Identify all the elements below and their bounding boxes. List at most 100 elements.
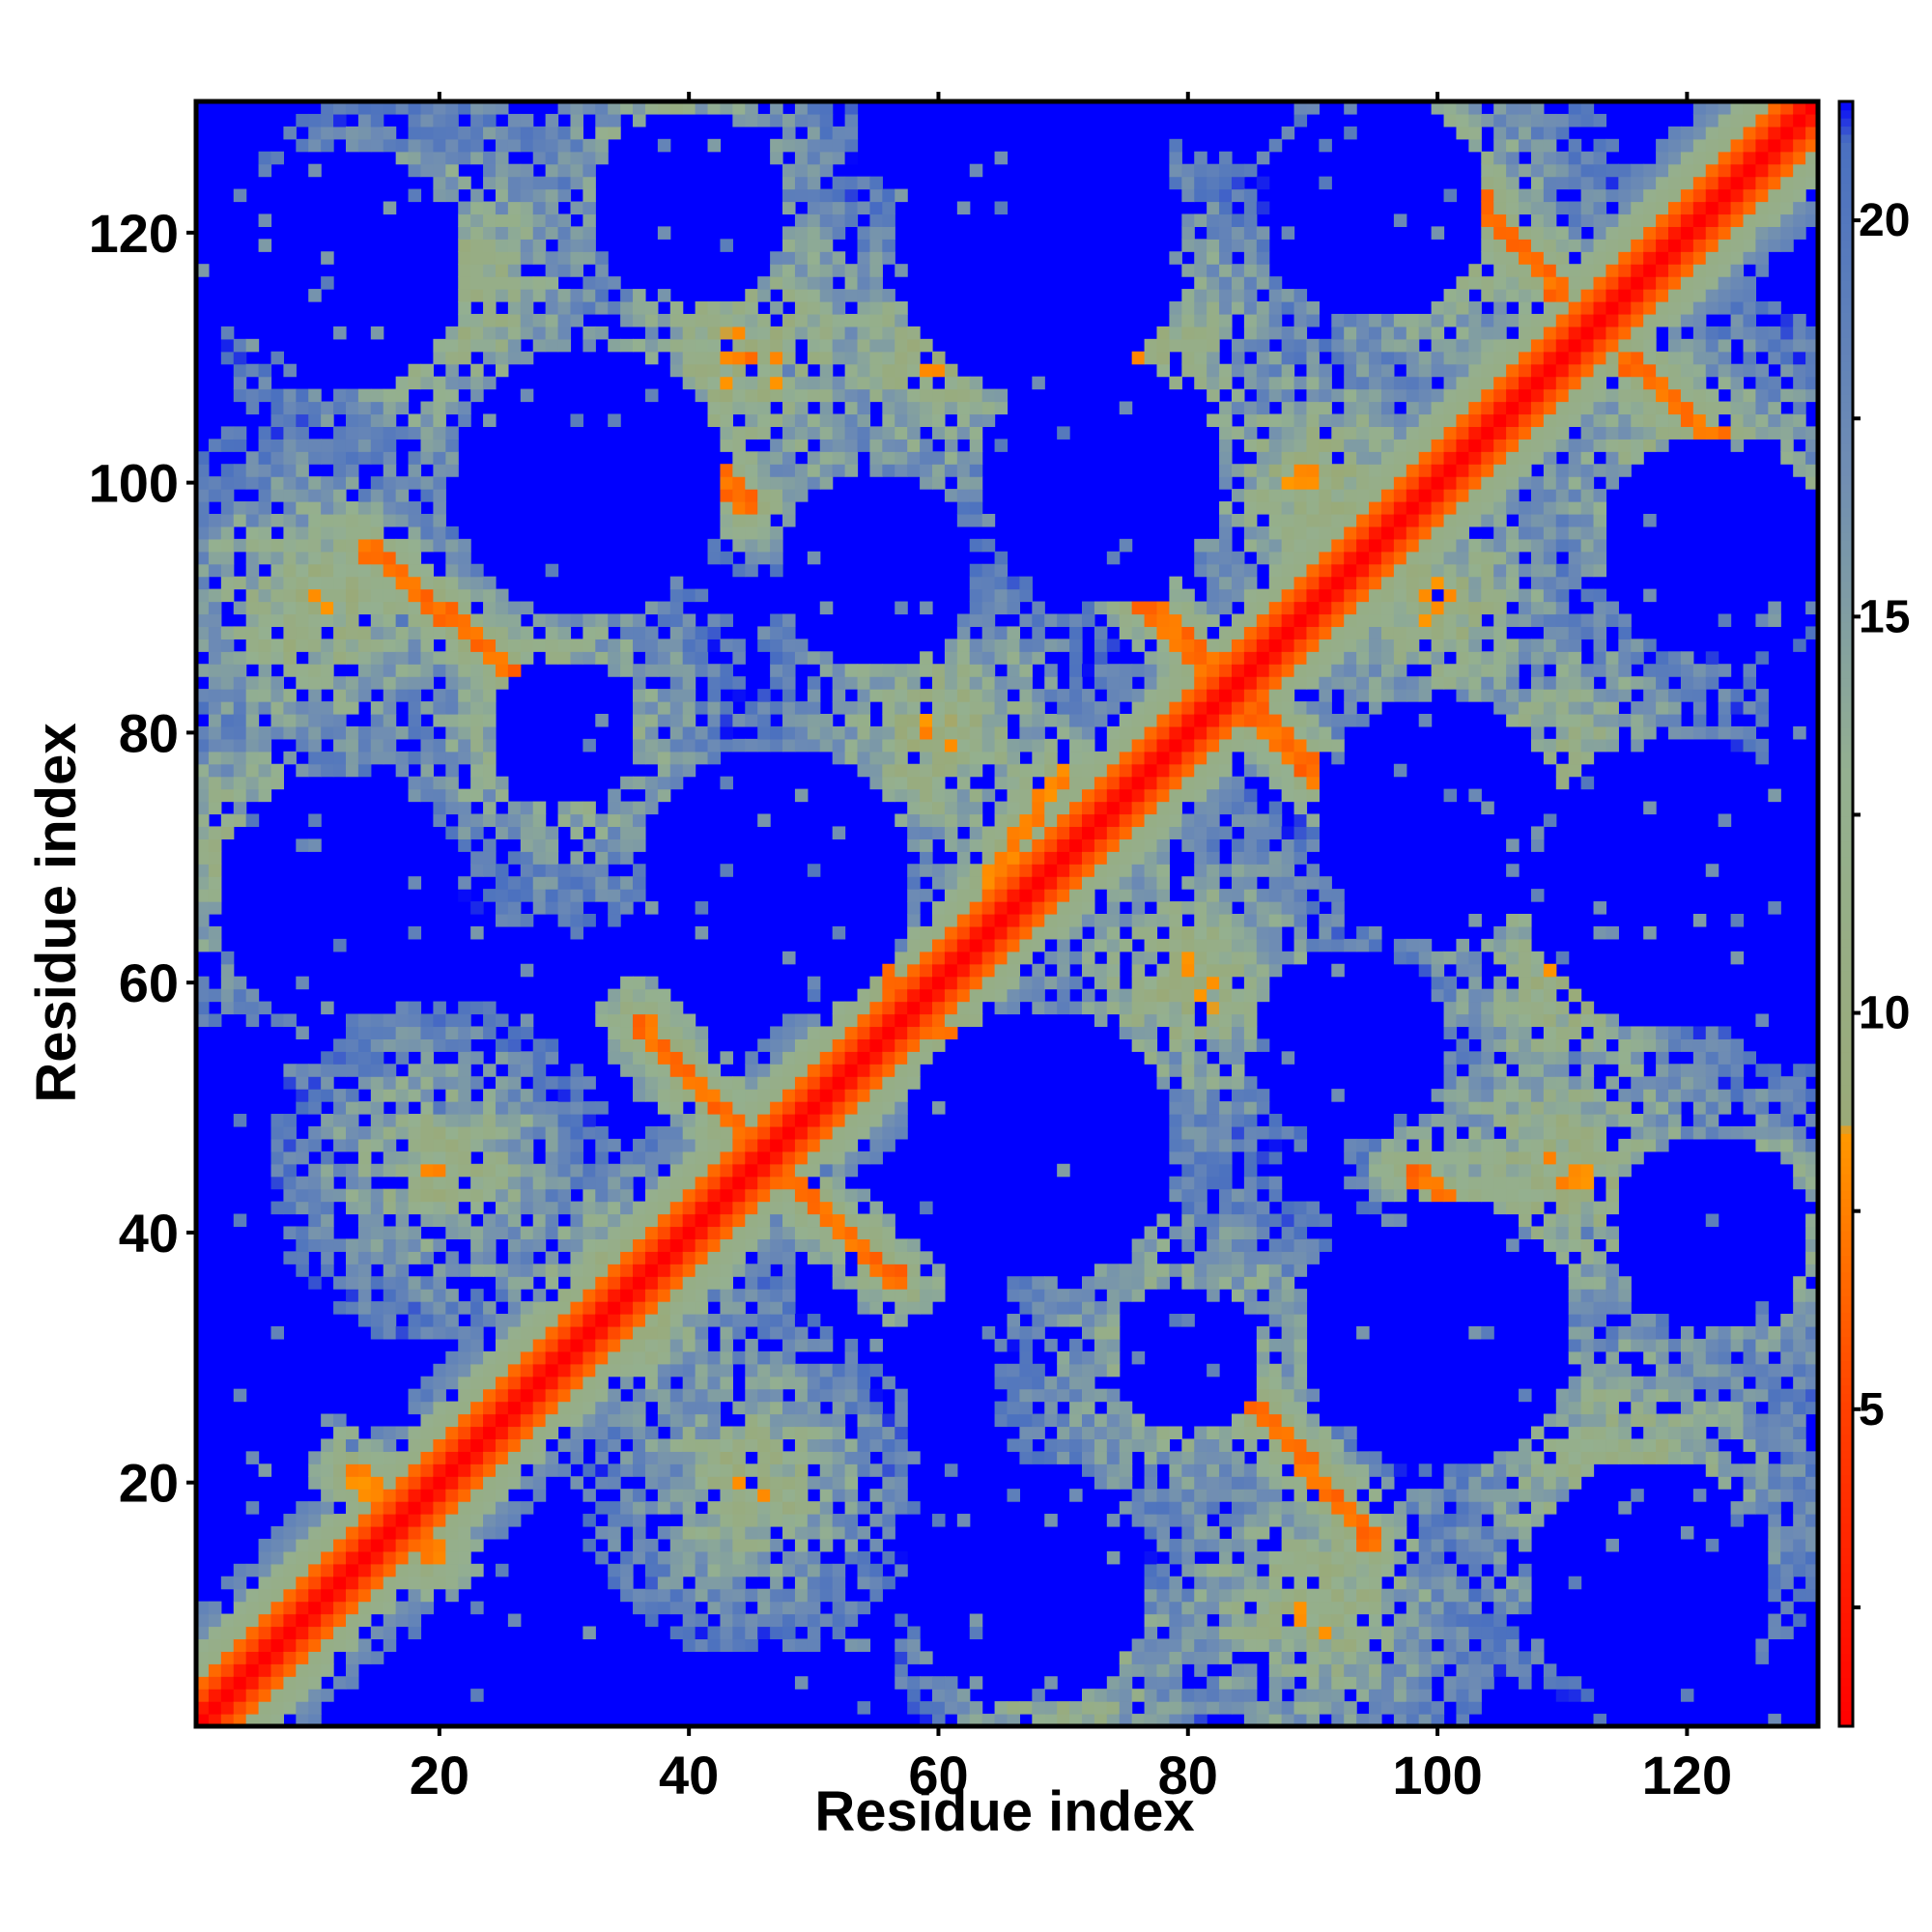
heatmap-cell bbox=[1169, 1701, 1182, 1715]
heatmap-cell bbox=[907, 351, 921, 365]
heatmap-cell bbox=[782, 1451, 796, 1464]
heatmap-cell bbox=[794, 313, 809, 327]
heatmap-cell bbox=[720, 1550, 733, 1565]
heatmap-cell bbox=[669, 601, 684, 615]
heatmap-cell bbox=[570, 1089, 583, 1102]
heatmap-cell bbox=[445, 1188, 459, 1203]
heatmap-cell bbox=[532, 1038, 547, 1052]
heatmap-cell bbox=[1044, 1676, 1058, 1690]
heatmap-cell bbox=[1169, 901, 1182, 915]
heatmap-cell bbox=[208, 713, 222, 727]
heatmap-cell bbox=[557, 313, 572, 327]
heatmap-cell bbox=[395, 1251, 410, 1264]
heatmap-cell bbox=[944, 876, 958, 890]
heatmap-cell bbox=[395, 1226, 410, 1239]
heatmap-cell bbox=[1156, 876, 1170, 890]
heatmap-cell bbox=[345, 1163, 359, 1178]
heatmap-cell bbox=[420, 413, 434, 427]
heatmap-cell bbox=[895, 601, 908, 615]
heatmap-cell bbox=[757, 1251, 771, 1264]
heatmap-cell bbox=[695, 1301, 709, 1315]
heatmap-cell bbox=[1119, 626, 1133, 639]
heatmap-cell bbox=[907, 813, 921, 828]
heatmap-cell bbox=[245, 1601, 260, 1615]
heatmap-cell bbox=[345, 1201, 359, 1215]
heatmap-cell bbox=[345, 526, 359, 540]
heatmap-cell bbox=[595, 1338, 609, 1352]
heatmap-cell bbox=[956, 464, 971, 477]
heatmap-cell bbox=[345, 1550, 359, 1565]
heatmap-cell bbox=[595, 1451, 609, 1464]
heatmap-cell bbox=[707, 1438, 722, 1452]
heatmap-cell bbox=[832, 289, 846, 302]
heatmap-cell bbox=[994, 813, 1009, 828]
heatmap-cell bbox=[669, 576, 684, 590]
heatmap-cell bbox=[1044, 801, 1058, 815]
heatmap-cell bbox=[370, 426, 384, 440]
heatmap-cell bbox=[608, 613, 621, 628]
heatmap-cell bbox=[1081, 1401, 1095, 1415]
heatmap-cell bbox=[657, 1076, 671, 1090]
heatmap-cell bbox=[844, 1388, 859, 1403]
heatmap-cell bbox=[770, 1501, 783, 1515]
heatmap-cell bbox=[483, 1064, 497, 1077]
heatmap-cell bbox=[532, 889, 547, 902]
heatmap-cell bbox=[720, 1426, 733, 1440]
heatmap-cell bbox=[720, 1213, 733, 1228]
heatmap-cell bbox=[483, 613, 497, 628]
heatmap-cell bbox=[832, 338, 846, 353]
heatmap-cell bbox=[1144, 838, 1158, 852]
heatmap-cell bbox=[1032, 1426, 1045, 1440]
heatmap-cell bbox=[296, 738, 309, 753]
heatmap-cell bbox=[757, 338, 771, 353]
heatmap-cell bbox=[657, 1264, 671, 1277]
heatmap-cell bbox=[296, 1550, 309, 1565]
heatmap-cell bbox=[869, 338, 883, 353]
heatmap-cell bbox=[633, 313, 646, 327]
heatmap-cell bbox=[470, 1489, 484, 1502]
heatmap-cell bbox=[669, 763, 684, 778]
heatmap-cell bbox=[844, 1064, 859, 1077]
heatmap-cell bbox=[1131, 963, 1146, 978]
heatmap-cell bbox=[1019, 801, 1033, 815]
heatmap-cell bbox=[296, 1238, 309, 1252]
heatmap-cell bbox=[333, 1563, 347, 1577]
heatmap-cell bbox=[520, 301, 534, 315]
heatmap-cell bbox=[321, 1651, 334, 1664]
heatmap-cell bbox=[707, 1276, 722, 1290]
heatmap-cell bbox=[969, 701, 983, 715]
heatmap-cell bbox=[357, 1489, 372, 1502]
heatmap-cell bbox=[757, 388, 771, 403]
heatmap-cell bbox=[458, 1451, 471, 1464]
heatmap-cell bbox=[707, 1401, 722, 1415]
heatmap-cell bbox=[270, 513, 285, 527]
heatmap-cell bbox=[420, 1463, 434, 1477]
heatmap-cell bbox=[383, 464, 397, 477]
heatmap-cell bbox=[869, 1114, 883, 1127]
heatmap-cell bbox=[944, 838, 958, 852]
heatmap-cell bbox=[595, 1325, 609, 1340]
heatmap-cell bbox=[570, 864, 583, 877]
heatmap-cell bbox=[1169, 1588, 1182, 1603]
heatmap-cell bbox=[1044, 1376, 1058, 1390]
heatmap-cell bbox=[844, 701, 859, 715]
heatmap-cell bbox=[994, 938, 1009, 952]
heatmap-cell bbox=[245, 763, 260, 778]
heatmap-cell bbox=[832, 1151, 846, 1165]
heatmap-cell bbox=[420, 363, 434, 378]
heatmap-cell bbox=[433, 1550, 446, 1565]
heatmap-cell bbox=[258, 588, 272, 603]
heatmap-cell bbox=[1007, 1401, 1021, 1415]
heatmap-cell bbox=[807, 1501, 821, 1515]
heatmap-cell bbox=[545, 851, 559, 865]
heatmap-cell bbox=[357, 725, 372, 740]
heatmap-cell bbox=[458, 1538, 471, 1552]
heatmap-cell bbox=[420, 1426, 434, 1440]
heatmap-cell bbox=[1032, 826, 1045, 839]
heatmap-cell bbox=[707, 1163, 722, 1178]
heatmap-cell bbox=[1081, 864, 1095, 877]
heatmap-cell bbox=[1156, 701, 1170, 715]
heatmap-cell bbox=[1019, 738, 1033, 753]
heatmap-cell bbox=[1069, 889, 1083, 902]
heatmap-cell bbox=[608, 1538, 621, 1552]
